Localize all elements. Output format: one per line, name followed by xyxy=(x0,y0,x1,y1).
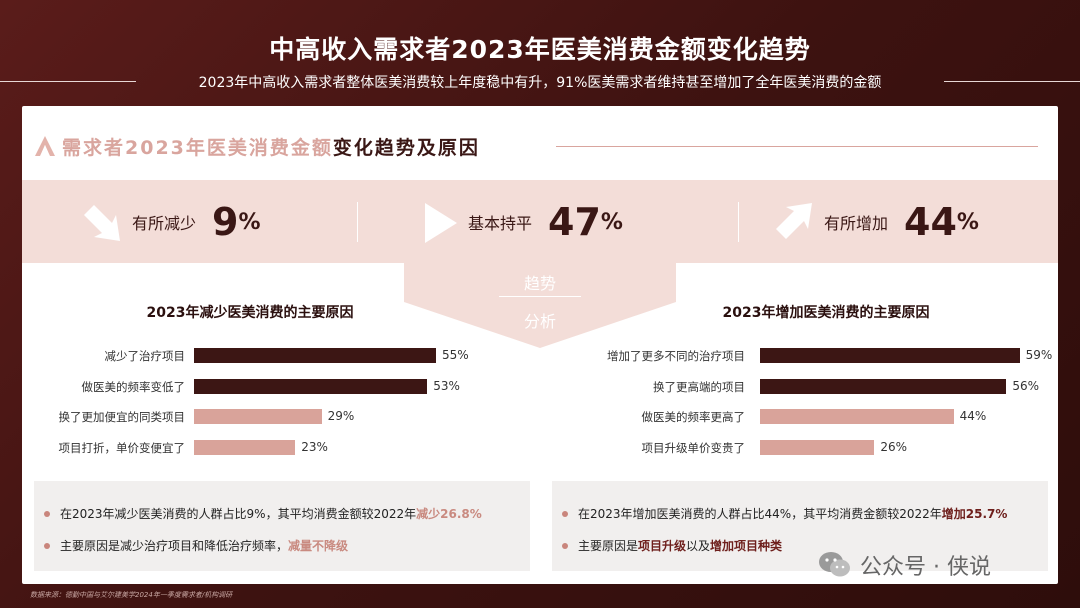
play-arrow-icon xyxy=(425,203,457,243)
stat-decrease-unit: % xyxy=(238,209,261,235)
trend-label-line1: 趋势 xyxy=(523,274,556,293)
arrow-up-right-icon xyxy=(776,203,812,239)
decrease-chart-title: 2023年减少医美消费的主要原因 xyxy=(146,305,354,321)
increase-note-1: 在2023年增加医美消费的人群占比44%，其平均消费金额较2022年 增加25.… xyxy=(562,505,1007,522)
increase-bar xyxy=(760,409,954,424)
decrease-bar xyxy=(194,348,436,363)
decrease-bar-value: 55% xyxy=(442,348,469,362)
trend-funnel-shape xyxy=(404,262,676,348)
section-heading: 需求者2023年医美消费金额 变化趋势及原因 xyxy=(34,134,480,159)
increase-note-2: 主要原因是 项目升级 以及 增加项目种类 xyxy=(562,537,782,554)
decrease-summary-box xyxy=(34,481,530,571)
increase-note-2-text: 主要原因是 xyxy=(578,539,639,553)
decrease-note-1-highlight: 减少26.8% xyxy=(416,507,482,521)
bullet-dot xyxy=(562,510,568,517)
decrease-bar xyxy=(194,378,428,394)
decrease-bar-label: 项目打折，单价变便宜了 xyxy=(58,440,186,455)
wechat-watermark: 公众号 · 侠说 xyxy=(818,547,991,583)
subtitle-left-rule xyxy=(0,81,136,82)
decrease-bar-value: 53% xyxy=(433,378,460,393)
increase-note-2-connector: 以及 xyxy=(686,539,711,553)
increase-note-1-highlight: 增加25.7% xyxy=(941,507,1008,521)
increase-bar xyxy=(760,439,875,455)
decrease-note-1-text: 在2023年减少医美消费的人群占比9%，其平均消费金额较2022年 xyxy=(60,507,417,521)
stat-increase: 有所增加 44 % xyxy=(824,192,979,252)
subtitle-right-rule xyxy=(944,81,1080,82)
increase-summary-box xyxy=(552,481,1048,571)
increase-note-2-highlight-1: 项目升级 xyxy=(638,539,687,553)
increase-bar-value: 44% xyxy=(959,409,987,423)
decrease-note-2-text: 主要原因是减少治疗项目和降低治疗频率， xyxy=(60,539,289,553)
increase-note-1-text: 在2023年增加医美消费的人群占比44%，其平均消费金额较2022年 xyxy=(578,507,942,521)
decrease-bar-label: 减少了治疗项目 xyxy=(104,349,186,363)
watermark-text: 公众号 · 侠说 xyxy=(860,555,991,580)
stat-increase-unit: % xyxy=(956,209,979,235)
section-heading-light: 需求者2023年医美消费金额 xyxy=(62,136,333,159)
wechat-icon xyxy=(819,552,850,577)
trend-label-rule xyxy=(499,296,581,297)
stat-decrease: 有所减少 9 % xyxy=(132,192,261,252)
brand-a-icon xyxy=(35,136,55,156)
page-title: 中高收入需求者2023年医美消费金额变化趋势 xyxy=(269,35,811,64)
stat-flat-value: 47 xyxy=(548,200,601,244)
stat-decrease-label: 有所减少 xyxy=(132,214,197,233)
stat-decrease-value: 9 xyxy=(212,200,239,244)
decrease-note-2: 主要原因是减少治疗项目和降低治疗频率， 减量不降级 xyxy=(44,537,348,554)
section-heading-rule xyxy=(556,146,1038,147)
increase-bar xyxy=(760,348,1020,363)
arrow-down-right-icon xyxy=(84,205,120,241)
stat-flat: 基本持平 47 % xyxy=(468,192,623,252)
increase-bar-value: 59% xyxy=(1025,348,1053,362)
stat-divider-1 xyxy=(357,202,358,242)
data-source-note: 数据来源：德勤中国与艾尔建美学2024年一季度需求者/机构调研 xyxy=(30,591,233,599)
increase-note-2-highlight-2: 增加项目种类 xyxy=(710,539,783,553)
increase-bar-label: 做医美的频率更高了 xyxy=(641,410,746,424)
decrease-bar xyxy=(194,409,322,424)
increase-bar-label: 项目升级单价变贵了 xyxy=(641,440,746,455)
trend-label-line2: 分析 xyxy=(523,312,556,331)
page-subtitle: 2023年中高收入需求者整体医美消费较上年度稳中有升，91%医美需求者维持甚至增… xyxy=(198,75,882,91)
bullet-dot xyxy=(44,542,50,549)
stat-divider-2 xyxy=(738,202,739,242)
stat-flat-unit: % xyxy=(600,209,623,235)
decrease-bar-value: 23% xyxy=(301,439,328,454)
decrease-bar-label: 换了更加便宜的同类项目 xyxy=(58,410,186,424)
decrease-bar-value: 29% xyxy=(327,409,355,423)
stat-flat-label: 基本持平 xyxy=(468,214,533,233)
increase-bar-value: 26% xyxy=(880,439,908,454)
decrease-bar-label: 做医美的频率变低了 xyxy=(81,379,186,394)
increase-bar xyxy=(760,378,1007,394)
stat-increase-label: 有所增加 xyxy=(824,214,889,233)
stat-increase-value: 44 xyxy=(904,200,957,244)
stats-band xyxy=(22,180,1058,263)
increase-chart-title: 2023年增加医美消费的主要原因 xyxy=(722,305,930,321)
increase-bar-value: 56% xyxy=(1012,378,1040,393)
decrease-note-1: 在2023年减少医美消费的人群占比9%，其平均消费金额较2022年 减少26.8… xyxy=(44,505,482,522)
bullet-dot xyxy=(44,510,50,517)
bullet-dot xyxy=(562,542,568,549)
increase-bar-label: 增加了更多不同的治疗项目 xyxy=(607,349,745,363)
increase-bar-label: 换了更高端的项目 xyxy=(653,379,745,394)
decrease-bar xyxy=(194,439,296,455)
decrease-note-2-highlight: 减量不降级 xyxy=(288,539,349,553)
section-heading-dark: 变化趋势及原因 xyxy=(332,136,480,159)
